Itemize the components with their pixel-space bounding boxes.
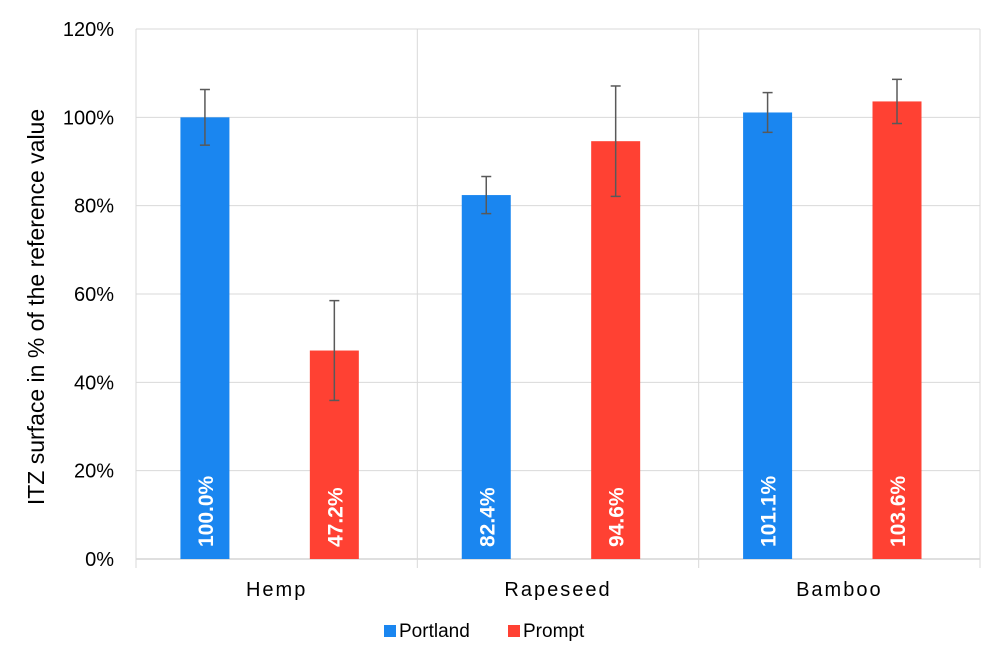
legend-label-portland: Portland bbox=[399, 621, 470, 642]
x-category-label: Bamboo bbox=[796, 579, 883, 601]
y-axis-title: ITZ surface in % of the reference value bbox=[23, 109, 49, 505]
y-tick-label: 60% bbox=[74, 284, 114, 306]
y-tick-label: 100% bbox=[63, 107, 114, 129]
data-label: 94.6% bbox=[606, 487, 629, 547]
data-label: 101.1% bbox=[758, 475, 781, 547]
bars bbox=[180, 101, 922, 560]
y-tick-label: 40% bbox=[74, 372, 114, 394]
y-tick-label: 120% bbox=[63, 19, 114, 41]
legend-swatch-prompt bbox=[508, 625, 520, 637]
legend: Portland Prompt bbox=[384, 621, 585, 642]
bar-portland-hemp bbox=[180, 117, 230, 559]
data-labels: 100.0% 47.2% 82.4% 94.6% 101.1% 103.6% bbox=[195, 475, 910, 547]
gridlines bbox=[135, 28, 981, 568]
error-bars bbox=[199, 78, 903, 402]
y-axis-ticks: 0% 20% 40% 60% 80% 100% 120% bbox=[63, 19, 114, 571]
bar-prompt-bamboo bbox=[872, 101, 922, 559]
data-label: 47.2% bbox=[324, 487, 347, 547]
bar-prompt-rapeseed bbox=[591, 141, 641, 559]
x-axis-categories: Hemp Rapeseed Bamboo bbox=[246, 579, 883, 601]
legend-swatch-portland bbox=[384, 625, 396, 637]
x-category-label: Hemp bbox=[246, 579, 307, 601]
y-tick-label: 20% bbox=[74, 461, 114, 483]
legend-label-prompt: Prompt bbox=[523, 621, 585, 642]
bar-portland-bamboo bbox=[743, 112, 793, 559]
data-label: 100.0% bbox=[195, 475, 218, 547]
bar-portland-rapeseed bbox=[461, 195, 511, 560]
data-label: 82.4% bbox=[476, 487, 499, 547]
x-category-label: Rapeseed bbox=[504, 579, 611, 601]
y-tick-label: 80% bbox=[74, 196, 114, 218]
y-tick-label: 0% bbox=[85, 549, 114, 571]
data-label: 103.6% bbox=[887, 475, 910, 547]
